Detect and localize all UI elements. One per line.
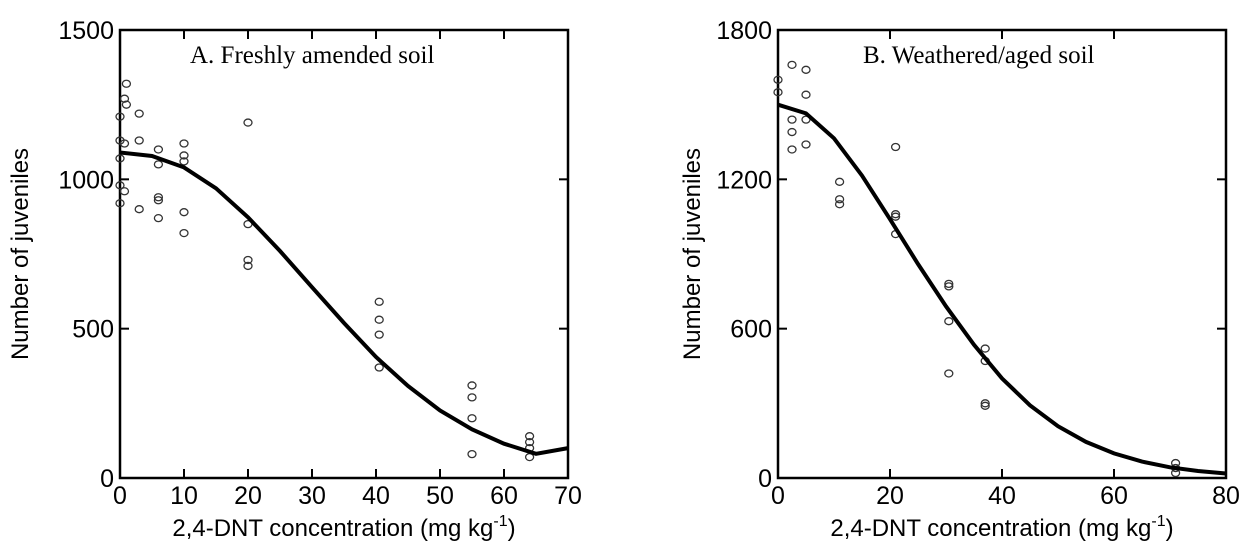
x-tick-label: 60 (1100, 482, 1128, 510)
data-point (801, 90, 811, 99)
data-point (890, 212, 901, 221)
chart-panel-b: B. Weathered/aged soil 0 20 40 60 80 0 600 1200… (679, 17, 1240, 542)
data-point (374, 330, 384, 339)
y-tick-label: 1800 (716, 17, 772, 45)
x-tick-label: 0 (113, 482, 127, 510)
x-tick-label: 60 (490, 482, 518, 510)
x-tick-label: 20 (876, 482, 904, 510)
y-axis-title: Number of juveniles (679, 148, 706, 360)
y-tick-label: 1000 (58, 166, 114, 194)
data-point (773, 88, 783, 97)
plot-frame (776, 28, 1228, 480)
x-axis-title: 2,4-DNT concentration (mg kg-1) (830, 513, 1173, 542)
data-point (374, 315, 384, 324)
data-point (980, 399, 990, 408)
data-point (524, 432, 535, 441)
data-point (153, 160, 164, 169)
x-axis-title-superscript: -1 (1151, 513, 1165, 530)
data-point (944, 317, 954, 326)
data-point (153, 193, 164, 202)
x-tick-label: 10 (170, 482, 198, 510)
data-point (153, 214, 164, 223)
data-point (890, 210, 901, 219)
data-point (243, 261, 253, 271)
data-point (467, 381, 477, 390)
data-point (243, 255, 253, 265)
plot-frame (118, 28, 570, 480)
data-point (787, 60, 797, 69)
x-axis-title-suffix: ) (1166, 515, 1174, 542)
data-point (374, 363, 384, 372)
data-point (834, 177, 845, 186)
y-tick-label: 1200 (716, 166, 772, 194)
y-tick-label: 500 (72, 316, 114, 344)
data-point (1170, 468, 1181, 478)
y-tick-label: 600 (730, 316, 772, 344)
x-tick-label: 40 (988, 482, 1016, 510)
data-point (134, 136, 144, 145)
data-point (115, 181, 125, 190)
data-point (787, 115, 797, 124)
data-point (134, 109, 144, 118)
y-tick-label: 0 (100, 465, 114, 493)
data-point (153, 196, 164, 205)
data-point (787, 127, 797, 137)
data-point (467, 393, 477, 402)
x-axis-title: 2,4-DNT concentration (mg kg-1) (172, 513, 515, 542)
data-point (374, 297, 384, 306)
x-axis-title-superscript: -1 (493, 513, 507, 530)
data-point (121, 79, 132, 88)
x-tick-label: 0 (771, 482, 785, 510)
data-point (524, 438, 535, 447)
y-axis-title: Number of juveniles (7, 148, 34, 360)
data-point (980, 401, 990, 410)
data-point (944, 282, 954, 291)
y-tick-label: 0 (758, 465, 772, 493)
data-point (243, 118, 253, 127)
y-tick-label: 1500 (58, 17, 114, 45)
data-point (773, 75, 783, 84)
data-point (801, 140, 811, 149)
data-point (787, 145, 797, 154)
x-axis-title-suffix: ) (508, 515, 516, 542)
data-point (179, 157, 189, 166)
x-tick-label: 30 (298, 482, 326, 510)
chart-panel-a: A. Freshly amended soil 0 10 20 30 40 50 60 70 0… (7, 17, 582, 542)
data-point (134, 205, 144, 214)
data-point (467, 449, 477, 459)
x-tick-label: 70 (554, 482, 582, 510)
data-point (801, 65, 811, 74)
data-point (179, 151, 189, 160)
fit-curve (119, 150, 569, 456)
data-point (944, 279, 954, 289)
data-point (115, 112, 125, 121)
data-point (834, 195, 845, 204)
x-tick-label: 80 (1212, 482, 1240, 510)
data-point (980, 344, 990, 353)
x-tick-label: 50 (426, 482, 454, 510)
chart-title: B. Weathered/aged soil (863, 42, 1095, 69)
fit-curve (777, 102, 1227, 476)
data-point (944, 369, 954, 378)
data-point (179, 228, 189, 238)
data-point (179, 139, 189, 148)
data-point (121, 100, 132, 109)
data-point (119, 94, 130, 103)
data-point (115, 154, 125, 163)
data-point (119, 139, 130, 148)
data-point (153, 145, 164, 154)
x-tick-label: 40 (362, 482, 390, 510)
data-point (467, 414, 477, 423)
data-point (119, 187, 130, 196)
data-point (179, 208, 189, 217)
data-point (834, 200, 845, 209)
data-point (115, 199, 125, 208)
data-point (890, 142, 901, 152)
chart-title: A. Freshly amended soil (190, 42, 434, 69)
x-tick-label: 20 (234, 482, 262, 510)
